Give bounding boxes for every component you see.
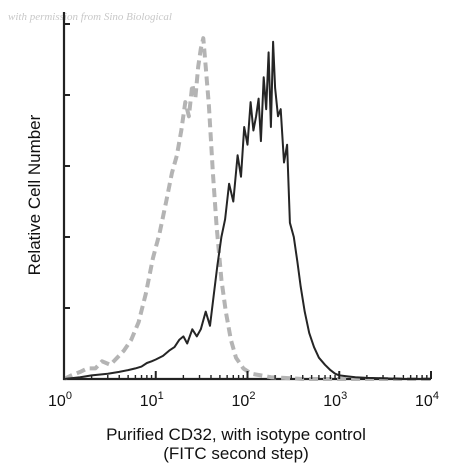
- x-tick-label: 103: [323, 390, 347, 410]
- x-tick-label: 102: [232, 390, 256, 410]
- series-purified-cd32: [63, 40, 431, 380]
- x-axis-ticks: [63, 371, 432, 379]
- series-layer: [63, 36, 431, 381]
- series-isotype-control: [63, 36, 431, 381]
- x-axis-label-line1: Purified CD32, with isotype control: [106, 425, 366, 444]
- watermark-text: with permission from Sino Biological: [8, 11, 172, 23]
- x-tick-label: 104: [415, 390, 439, 410]
- plot-frame: [62, 12, 432, 381]
- x-axis-label-line2: (FITC second step): [163, 444, 309, 463]
- y-axis-label: Relative Cell Number: [25, 114, 44, 275]
- x-tick-label: 100: [48, 390, 72, 410]
- x-tick-label: 101: [140, 390, 164, 410]
- x-axis-tick-labels: 100 101 102 103 104: [48, 390, 439, 410]
- y-axis-ticks: [64, 23, 70, 309]
